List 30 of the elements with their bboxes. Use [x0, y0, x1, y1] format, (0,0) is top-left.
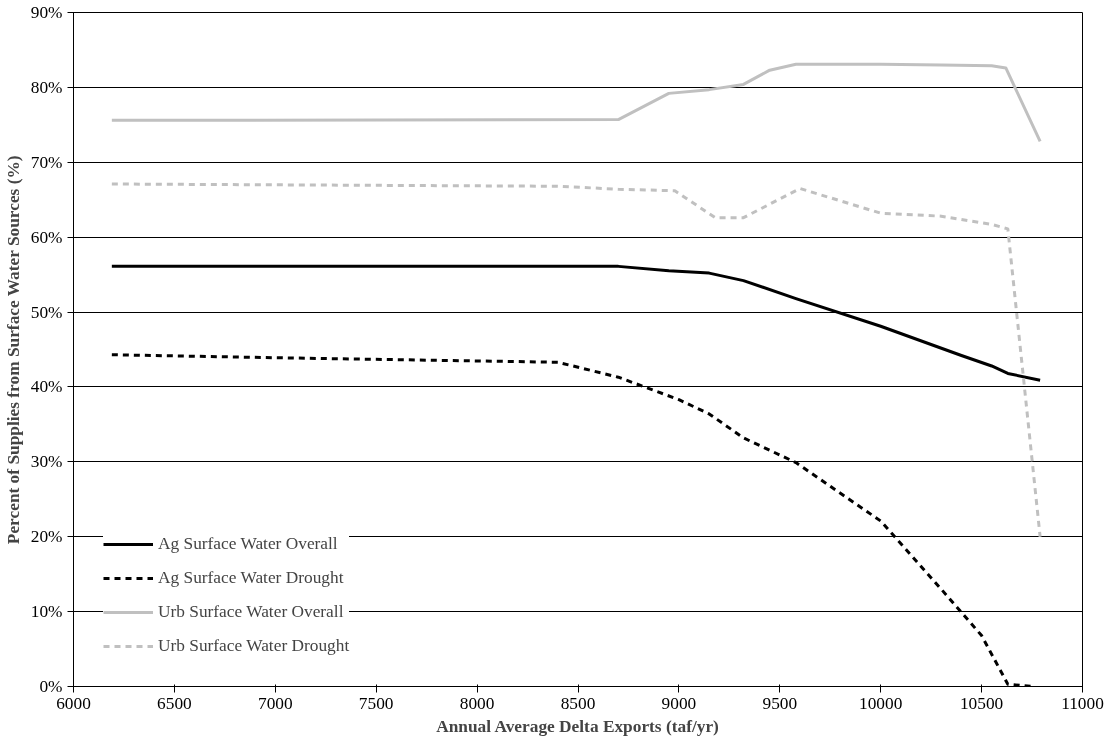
- y-tick-label: 20%: [30, 527, 63, 547]
- x-tick-label: 6500: [157, 693, 192, 713]
- x-tick-label: 9000: [661, 693, 697, 713]
- y-tick-label: 90%: [30, 3, 63, 22]
- y-tick-label: 80%: [30, 77, 63, 97]
- y-tick-label: 30%: [30, 452, 63, 472]
- line-series: [110, 264, 1042, 382]
- x-tick-label: 7000: [257, 693, 293, 713]
- x-tick-label: 7500: [358, 693, 394, 713]
- legend-label: Ag Surface Water Overall: [158, 534, 338, 554]
- legend-label: Urb Surface Water Overall: [158, 602, 344, 622]
- y-tick-label: 50%: [30, 302, 63, 322]
- y-tick-label: 70%: [30, 152, 63, 172]
- y-tick-label: 60%: [30, 227, 63, 247]
- y-tick-label: 0%: [39, 677, 63, 696]
- legend-label: Ag Surface Water Drought: [158, 568, 344, 588]
- legend-label: Urb Surface Water Drought: [158, 636, 350, 656]
- y-tick-label: 40%: [30, 377, 63, 397]
- x-tick-label: 8500: [560, 693, 596, 713]
- x-axis-title: Annual Average Delta Exports (taf/yr): [436, 716, 720, 736]
- x-tick-label: 6000: [56, 693, 91, 713]
- x-tick-label: 11000: [1061, 693, 1104, 713]
- y-axis-title: Percent of Supplies from Surface Water Sources (%): [3, 155, 23, 545]
- x-tick-label: 9500: [762, 693, 798, 713]
- y-tick-label: 10%: [30, 602, 63, 622]
- line-series: [110, 62, 1042, 143]
- line-series: [110, 182, 1042, 539]
- x-tick-label: 10500: [959, 693, 1004, 713]
- x-tick-label: 10000: [859, 693, 903, 713]
- x-tick-label: 8000: [459, 693, 495, 713]
